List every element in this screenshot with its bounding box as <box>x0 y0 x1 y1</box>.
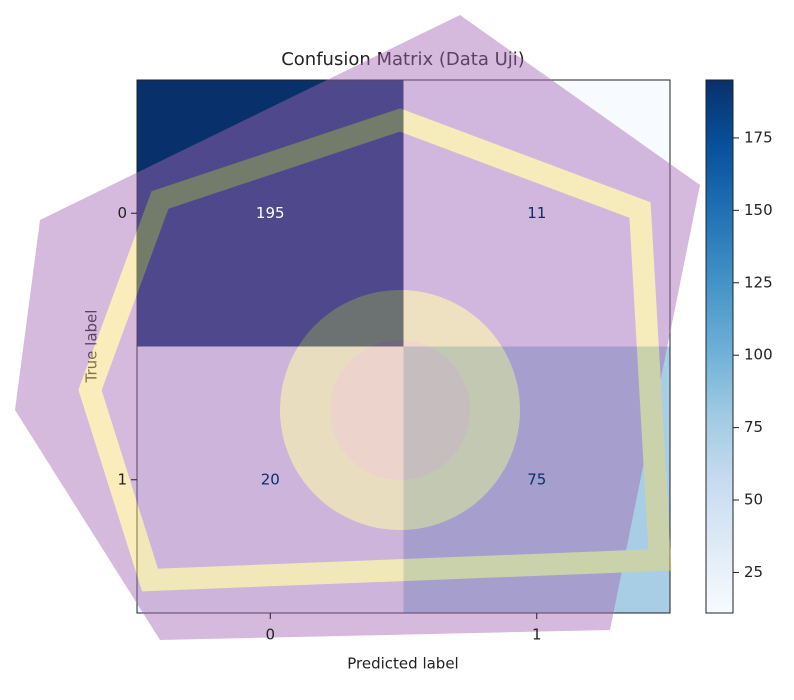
colorbar-tick-label: 175 <box>744 128 773 146</box>
chart: Confusion Matrix (Data Uji) Predicted la… <box>0 0 794 696</box>
colorbar-tick-label: 125 <box>744 273 773 291</box>
cell-label: 20 <box>261 470 280 488</box>
x-tick-label: 0 <box>265 626 275 644</box>
colorbar-tick-label: 100 <box>744 346 773 364</box>
colorbar-tick-label: 150 <box>744 201 773 219</box>
colorbar-tick-label: 75 <box>744 418 763 436</box>
colorbar-tick-label: 50 <box>744 491 763 509</box>
chart-title: Confusion Matrix (Data Uji) <box>281 49 525 70</box>
matrix <box>137 80 670 613</box>
colorbar <box>706 80 733 613</box>
cell-label: 195 <box>256 204 285 222</box>
x-axis-label: Predicted label <box>347 655 458 673</box>
y-tick-label: 0 <box>117 204 127 222</box>
x-tick-label: 1 <box>532 626 542 644</box>
cell-label: 11 <box>527 204 546 222</box>
y-axis-label: True label <box>83 310 101 384</box>
colorbar-tick-label: 25 <box>744 563 763 581</box>
y-tick-label: 1 <box>117 470 127 488</box>
cell-label: 75 <box>527 470 546 488</box>
